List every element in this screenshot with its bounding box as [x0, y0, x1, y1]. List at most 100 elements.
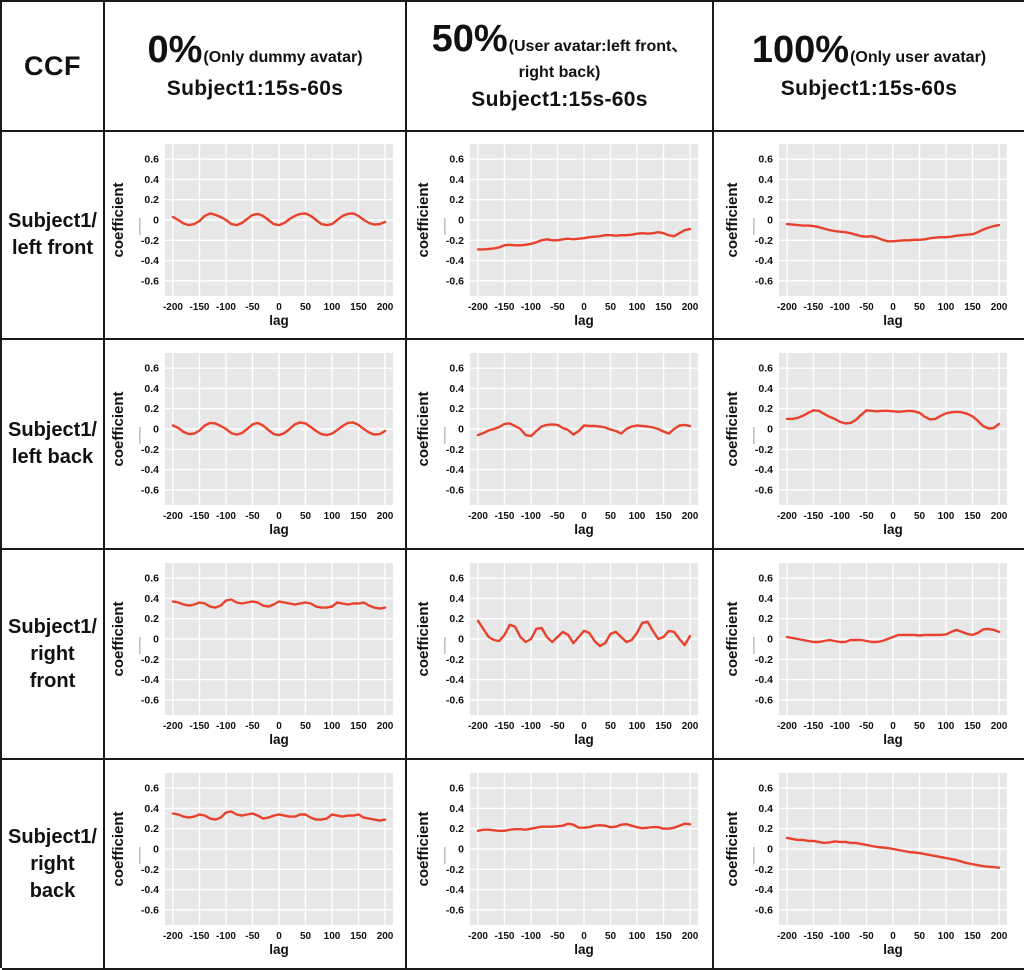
svg-text:-100: -100 [216, 931, 236, 942]
svg-text:50: 50 [604, 302, 616, 313]
svg-text:100: 100 [628, 721, 645, 732]
svg-text:150: 150 [350, 511, 367, 522]
row-label-line: Subject1/ [8, 210, 97, 232]
svg-text:0: 0 [458, 844, 464, 856]
svg-text:0: 0 [767, 844, 773, 856]
svg-text:-0.2: -0.2 [755, 235, 773, 247]
svg-text:-50: -50 [550, 721, 565, 732]
svg-text:50: 50 [604, 931, 616, 942]
svg-text:0.6: 0.6 [144, 573, 159, 585]
svg-text:-50: -50 [859, 931, 874, 942]
svg-text:0.6: 0.6 [449, 363, 464, 375]
x-axis-label: lag [574, 942, 594, 957]
svg-text:50: 50 [914, 931, 926, 942]
svg-text:-200: -200 [467, 721, 487, 732]
svg-text:-0.2: -0.2 [445, 864, 463, 876]
svg-text:0.2: 0.2 [449, 403, 464, 415]
svg-text:-50: -50 [245, 931, 260, 942]
svg-text:0.6: 0.6 [449, 573, 464, 585]
svg-text:0.4: 0.4 [758, 174, 773, 186]
svg-text:-0.2: -0.2 [141, 444, 159, 456]
svg-text:0.4: 0.4 [144, 593, 159, 605]
svg-text:-0.6: -0.6 [755, 904, 773, 916]
svg-text:0.6: 0.6 [758, 363, 773, 375]
svg-text:0.6: 0.6 [449, 783, 464, 795]
svg-text:200: 200 [991, 721, 1008, 732]
svg-text:-200: -200 [777, 931, 797, 942]
svg-text:-0.4: -0.4 [445, 674, 463, 686]
svg-text:-0.6: -0.6 [445, 904, 463, 916]
ccf-line [785, 222, 1001, 243]
svg-text:150: 150 [655, 302, 672, 313]
x-axis-label: lag [269, 522, 289, 537]
chart-left-back-50pct: 0.6 0.4 0.2 0 -0.2 -0.4 -0.6 -200 -150 -100 -50 0 50… [407, 340, 714, 550]
svg-text:0: 0 [581, 511, 587, 522]
svg-text:100: 100 [938, 721, 955, 732]
y-axis-label: coefficient [415, 811, 432, 886]
ccf-line [171, 810, 387, 822]
svg-text:0: 0 [581, 302, 587, 313]
svg-text:0.6: 0.6 [144, 363, 159, 375]
svg-text:-150: -150 [494, 511, 514, 522]
svg-text:0.2: 0.2 [758, 194, 773, 206]
svg-text:0.2: 0.2 [144, 194, 159, 206]
svg-text:0.4: 0.4 [144, 174, 159, 186]
svg-text:-50: -50 [245, 302, 260, 313]
svg-text:0: 0 [276, 721, 282, 732]
column-subtitle: Subject1:15s-60s [471, 87, 648, 111]
svg-text:-150: -150 [803, 511, 823, 522]
x-axis-label: lag [574, 732, 594, 747]
svg-text:200: 200 [681, 302, 698, 313]
svg-text:-0.4: -0.4 [141, 464, 159, 476]
row-label-line: back [29, 879, 76, 902]
svg-text:0: 0 [458, 424, 464, 436]
svg-text:-100: -100 [520, 931, 540, 942]
column-header-title: 0% (Only dummy avatar) [147, 30, 362, 71]
chart-right-back-0pct: 0.6 0.4 0.2 0 -0.2 -0.4 -0.6 -200 -150 -100 -50 0 50… [105, 760, 407, 970]
svg-text:0.4: 0.4 [144, 803, 159, 815]
x-axis-label: lag [883, 732, 903, 747]
chart-left-front-50pct: 0.6 0.4 0.2 0 -0.2 -0.4 -0.6 -200 -150 -100 -50 0 50… [407, 132, 714, 340]
svg-text:100: 100 [324, 511, 341, 522]
svg-text:0.4: 0.4 [449, 383, 464, 395]
svg-text:-0.2: -0.2 [755, 654, 773, 666]
svg-text:-50: -50 [550, 302, 565, 313]
y-axis-label: coefficient [724, 391, 741, 466]
chart-right-back-100pct: 0.6 0.4 0.2 0 -0.2 -0.4 -0.6 -200 -150 -100 -50 0 50… [714, 760, 1024, 970]
svg-text:50: 50 [300, 721, 312, 732]
svg-text:0.2: 0.2 [144, 613, 159, 625]
svg-text:-0.4: -0.4 [445, 464, 463, 476]
svg-text:-150: -150 [494, 721, 514, 732]
svg-text:-50: -50 [859, 302, 874, 313]
svg-text:0: 0 [458, 215, 464, 227]
svg-text:-150: -150 [803, 302, 823, 313]
svg-text:200: 200 [681, 931, 698, 942]
column-subtitle: Subject1:15s-60s [166, 76, 344, 100]
svg-text:-0.6: -0.6 [445, 694, 463, 706]
column-header-50pct: 50% (User avatar:left front、 right back)… [407, 2, 714, 132]
svg-text:150: 150 [350, 302, 367, 313]
chart-right-back-50pct: 0.6 0.4 0.2 0 -0.2 -0.4 -0.6 -200 -150 -100 -50 0 50… [407, 760, 714, 970]
row-header-right-front: Subject1/ right front [2, 550, 105, 760]
row-label-line: right [30, 642, 75, 665]
svg-text:-200: -200 [163, 721, 183, 732]
svg-text:150: 150 [655, 931, 672, 942]
svg-text:-0.6: -0.6 [755, 694, 773, 706]
svg-text:-0.4: -0.4 [141, 674, 159, 686]
ccf-line [171, 212, 387, 227]
svg-text:-0.2: -0.2 [445, 654, 463, 666]
svg-text:0.4: 0.4 [449, 803, 464, 815]
condition-label: (User avatar:left front、 [508, 38, 688, 56]
column-subtitle: Subject1:15s-60s [780, 76, 958, 100]
x-axis-label: lag [269, 732, 289, 747]
svg-text:0: 0 [276, 302, 282, 313]
svg-text:-100: -100 [830, 721, 850, 732]
svg-text:-0.2: -0.2 [445, 235, 463, 247]
x-axis-label: lag [883, 942, 903, 957]
svg-text:50: 50 [300, 302, 312, 313]
row-label-line: left front [11, 237, 94, 259]
svg-text:-200: -200 [163, 931, 183, 942]
svg-text:-50: -50 [859, 511, 874, 522]
svg-text:-0.6: -0.6 [141, 484, 159, 496]
